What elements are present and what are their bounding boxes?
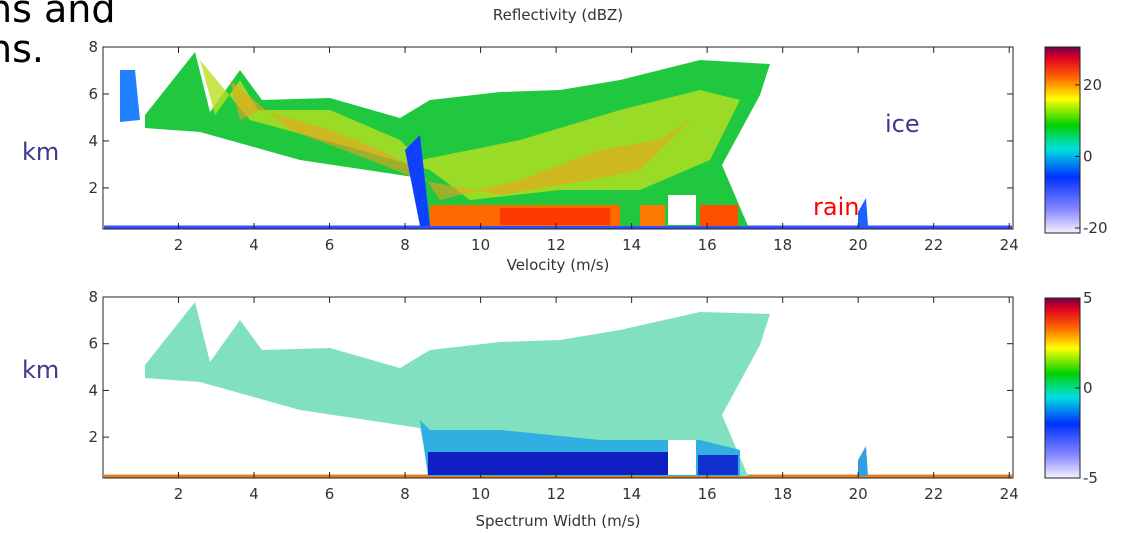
panel-title: Reflectivity (dBZ) [493, 6, 623, 24]
colorbar [1044, 46, 1081, 234]
panel-title: Velocity (m/s) [507, 256, 610, 274]
colorbar-tick-label: -5 [1083, 469, 1098, 487]
x-tick-label: 2 [174, 236, 184, 254]
x-tick-label: 12 [547, 485, 566, 503]
x-tick-label: 20 [849, 236, 868, 254]
colorbar-tick-label: 5 [1083, 289, 1093, 307]
x-tick-label: 6 [325, 236, 335, 254]
annotation: ice [885, 110, 920, 138]
plot-frame [102, 296, 1014, 479]
x-tick-label: 22 [924, 485, 943, 503]
plot-frame [102, 46, 1014, 230]
x-tick-label: 24 [1000, 485, 1019, 503]
colorbar-tick-label: 0 [1083, 379, 1093, 397]
x-tick-label: 16 [698, 236, 717, 254]
colorbar-tick-label: 0 [1083, 147, 1093, 165]
colorbar-tick-label: -20 [1083, 219, 1108, 237]
x-tick-label: 14 [622, 236, 641, 254]
x-tick-label: 10 [471, 236, 490, 254]
y-tick-label: 6 [88, 335, 98, 353]
y-tick-label: 4 [88, 381, 98, 399]
x-tick-label: 22 [924, 236, 943, 254]
axes-layer: Reflectivity (dBZ)km2 4 6 8 10 12 14 16 18 20 22 24… [22, 6, 1108, 530]
x-tick-label: 24 [1000, 236, 1019, 254]
x-tick-label: 18 [773, 485, 792, 503]
x-tick-label: 18 [773, 236, 792, 254]
x-tick-label: 6 [325, 485, 335, 503]
x-tick-label: 10 [471, 485, 490, 503]
x-tick-label: 14 [622, 485, 641, 503]
header-fragment: ns. [0, 27, 44, 71]
y-tick-label: 8 [88, 288, 98, 306]
x-tick-label: 2 [174, 485, 184, 503]
echo-image [104, 302, 1012, 478]
y-tick-label: 8 [88, 38, 98, 56]
y-tick-label: 2 [88, 179, 98, 197]
x-tick-label: 4 [249, 485, 259, 503]
x-tick-label: 20 [849, 485, 868, 503]
x-tick-label: 16 [698, 485, 717, 503]
x-tick-label: 8 [400, 485, 410, 503]
y-axis-label: km [22, 138, 59, 166]
colorbar [1044, 297, 1081, 479]
next-panel-title: Spectrum Width (m/s) [476, 512, 641, 530]
x-tick-label: 4 [249, 236, 259, 254]
y-tick-label: 2 [88, 428, 98, 446]
y-axis-label: km [22, 356, 59, 384]
annotation: rain [813, 193, 859, 221]
echo-image [104, 52, 1012, 229]
y-tick-label: 4 [88, 132, 98, 150]
colorbar-tick-label: 20 [1083, 76, 1102, 94]
header-fragment: ns and [0, 0, 115, 31]
x-tick-label: 12 [547, 236, 566, 254]
y-tick-label: 6 [88, 85, 98, 103]
x-tick-label: 8 [400, 236, 410, 254]
